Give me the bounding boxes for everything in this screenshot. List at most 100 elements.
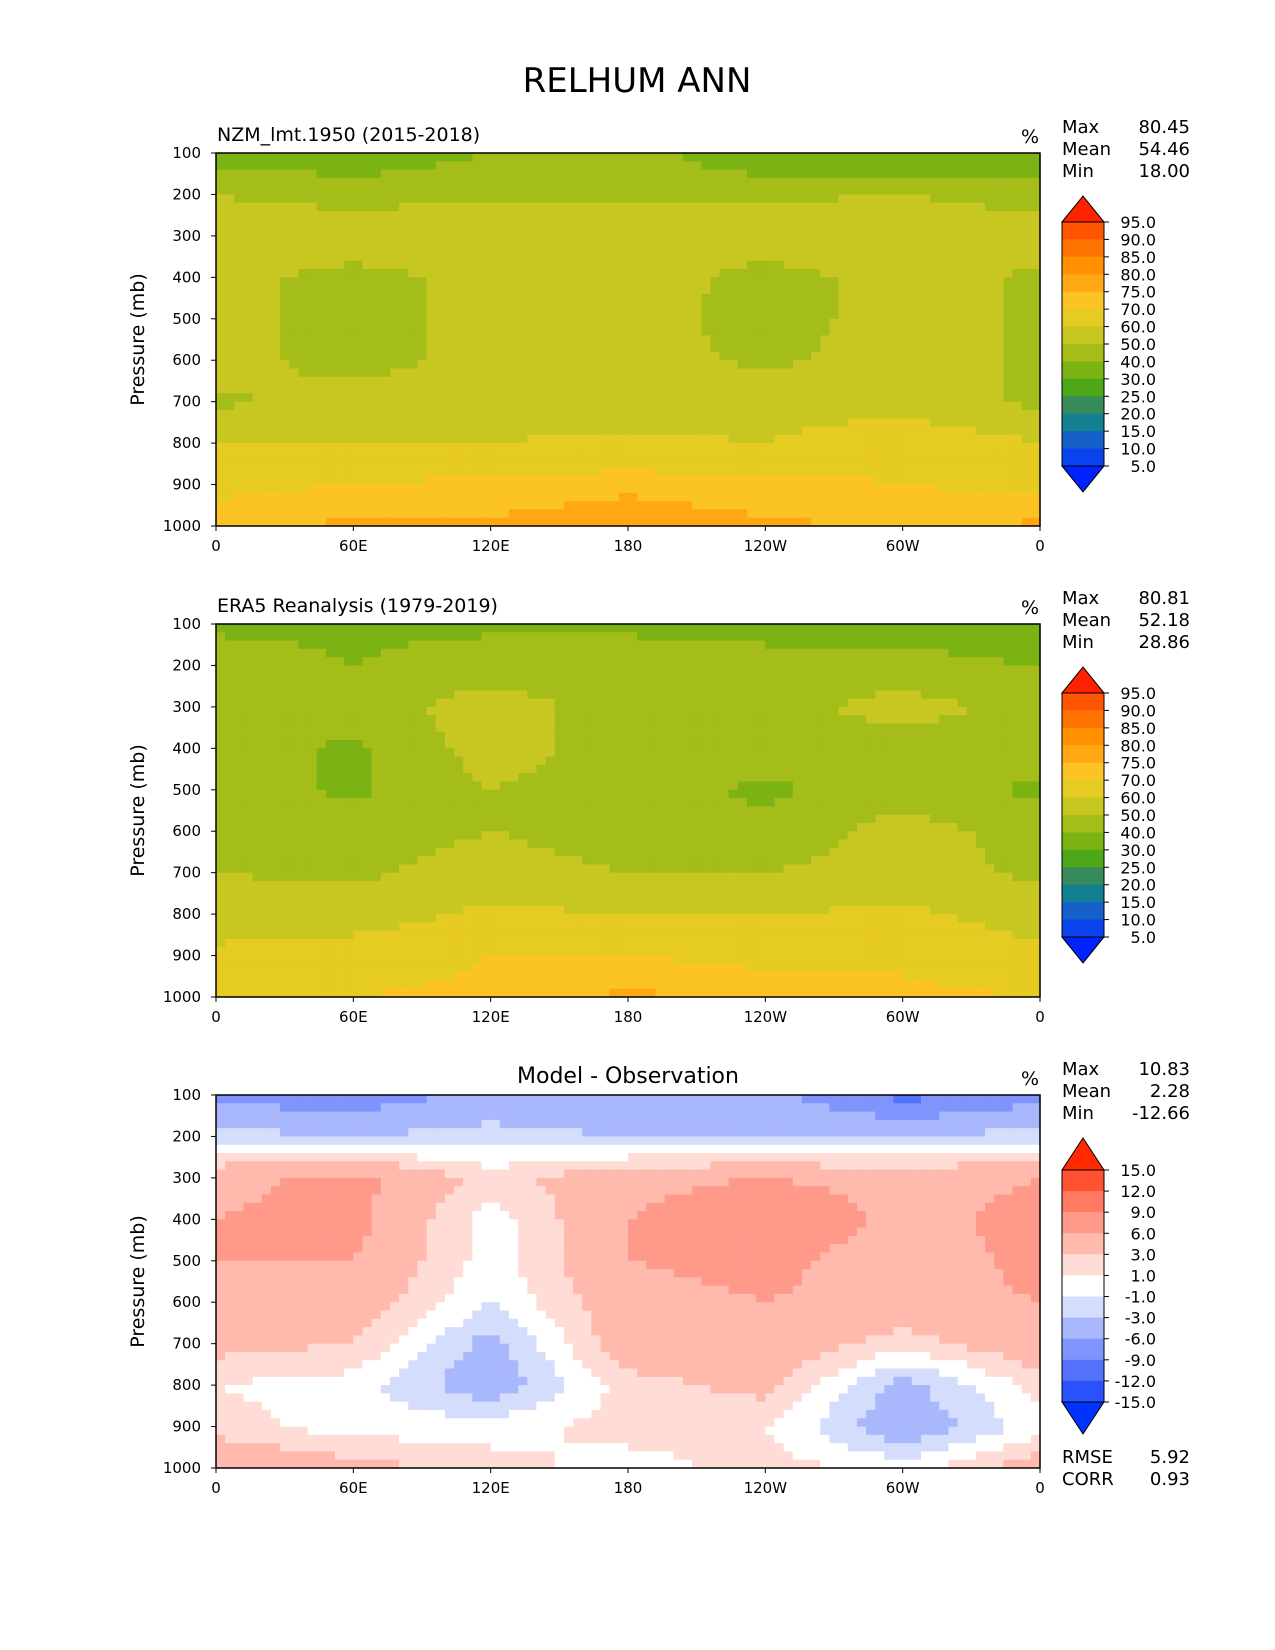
heatmap-cell (939, 252, 950, 262)
heatmap-field (216, 153, 1041, 527)
heatmap-cell (426, 244, 437, 254)
heatmap-cell (408, 426, 419, 436)
heatmap-cell (765, 235, 776, 245)
heatmap-cell (444, 186, 455, 196)
heatmap-cell (1012, 409, 1023, 419)
heatmap-cell (737, 343, 748, 353)
heatmap-cell (261, 335, 272, 345)
heatmap-cell (389, 235, 400, 245)
heatmap-cell (408, 517, 419, 527)
heatmap-cell (994, 648, 1004, 658)
heatmap-cell (481, 690, 492, 700)
heatmap-cell (664, 202, 675, 212)
heatmap-cell (325, 476, 336, 486)
heatmap-cell (673, 657, 684, 667)
heatmap-cell (380, 443, 391, 452)
heatmap-cell (948, 509, 959, 519)
heatmap-cell (637, 293, 647, 303)
heatmap-cell (417, 177, 428, 187)
heatmap-cell (1012, 269, 1023, 278)
heatmap-cell (408, 409, 419, 419)
heatmap-cell (408, 252, 419, 262)
heatmap-cell (545, 632, 556, 642)
heatmap-cell (939, 302, 950, 312)
heatmap-cell (618, 277, 629, 287)
heatmap-cell (737, 393, 748, 403)
heatmap-cell (426, 302, 437, 312)
heatmap-cell (774, 310, 785, 320)
heatmap-cell (444, 467, 455, 477)
heatmap-cell (307, 385, 318, 394)
heatmap-cell (289, 501, 299, 511)
heatmap-cell (792, 351, 803, 361)
heatmap-cell (234, 368, 245, 378)
heatmap-cell (737, 318, 748, 328)
units-label: % (1021, 126, 1039, 148)
heatmap-cell (362, 385, 373, 394)
heatmap-cell (307, 219, 318, 229)
heatmap-cell (325, 665, 336, 675)
heatmap-cell (234, 310, 245, 320)
heatmap-cell (682, 509, 693, 519)
heatmap-cell (499, 682, 510, 691)
heatmap-cell (444, 484, 455, 494)
heatmap-cell (426, 459, 437, 469)
heatmap-cell (829, 401, 840, 411)
heatmap-cell (747, 194, 757, 204)
y-tick-label: 800 (172, 434, 201, 452)
heatmap-cell (408, 682, 419, 691)
colorbar-segment (1062, 413, 1104, 432)
heatmap-cell (884, 451, 895, 461)
heatmap-cell (737, 235, 748, 245)
heatmap-cell (545, 459, 556, 469)
heatmap-cell (1012, 476, 1023, 486)
heatmap-cell (838, 169, 849, 179)
heatmap-cell (563, 409, 574, 419)
heatmap-cell (664, 360, 675, 370)
heatmap-cell (508, 252, 519, 262)
heatmap-cell (939, 343, 950, 353)
heatmap-cell (911, 310, 922, 320)
heatmap-cell (316, 285, 327, 295)
heatmap-cell (307, 673, 318, 683)
heatmap-cell (838, 434, 849, 444)
heatmap-cell (527, 351, 538, 361)
heatmap-cell (518, 169, 528, 179)
heatmap-cell (499, 161, 510, 171)
heatmap-cell (911, 418, 922, 428)
heatmap-cell (920, 451, 931, 461)
heatmap-cell (710, 368, 721, 378)
heatmap-cell (508, 501, 519, 511)
heatmap-cell (655, 277, 666, 287)
heatmap-cell (930, 409, 940, 419)
heatmap-cell (756, 632, 766, 642)
heatmap-cell (490, 327, 501, 336)
heatmap-cell (563, 393, 574, 403)
heatmap-cell (582, 235, 592, 245)
heatmap-cell (225, 517, 235, 527)
heatmap-cell (957, 202, 968, 212)
heatmap-cell (682, 277, 693, 287)
heatmap-cell (243, 252, 254, 262)
heatmap-cell (838, 252, 849, 262)
heatmap-cell (536, 211, 547, 220)
heatmap-cell (1021, 360, 1032, 370)
heatmap-cell (829, 673, 840, 683)
heatmap-cell (508, 153, 519, 162)
heatmap-cell (801, 434, 812, 444)
heatmap-cell (728, 385, 739, 394)
heatmap-cell (380, 385, 391, 394)
heatmap-cell (646, 360, 657, 370)
heatmap-cell (975, 211, 986, 220)
heatmap-cell (518, 624, 528, 633)
heatmap-cell (737, 409, 748, 419)
heatmap-cell (545, 665, 556, 675)
heatmap-cell (481, 202, 492, 212)
heatmap-cell (756, 476, 766, 486)
heatmap-cell (902, 153, 913, 162)
heatmap-cell (481, 501, 492, 511)
heatmap-cell (829, 434, 840, 444)
heatmap-cell (234, 665, 245, 675)
heatmap-cell (316, 657, 327, 667)
heatmap-cell (243, 657, 254, 667)
